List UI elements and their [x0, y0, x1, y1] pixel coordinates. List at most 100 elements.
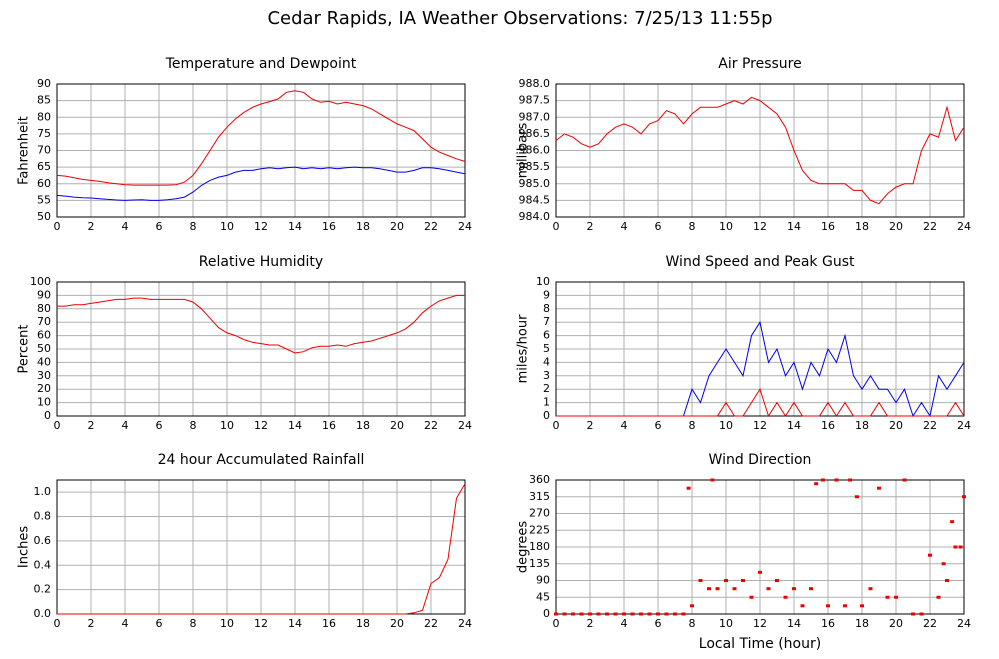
data-point: [707, 587, 711, 591]
data-point: [562, 612, 567, 616]
y-tick-label: 80: [37, 110, 51, 123]
x-tick-label: 8: [689, 220, 696, 233]
data-point: [741, 579, 745, 582]
x-tick-label: 4: [621, 220, 628, 233]
x-tick-label: 18: [855, 617, 869, 630]
y-tick-label: 50: [37, 210, 51, 223]
y-tick-label: 988.0: [519, 77, 551, 90]
plot-frame: [56, 83, 466, 218]
data-point: [814, 482, 819, 486]
x-tick-label: 4: [621, 419, 628, 432]
y-tick-label: 0: [543, 409, 550, 422]
x-tick-label: 10: [220, 220, 234, 233]
data-point: [690, 604, 694, 608]
y-tick-label: 984.5: [519, 193, 551, 206]
x-tick-label: 16: [821, 617, 835, 630]
x-tick-label: 24: [957, 220, 971, 233]
data-line: [56, 90, 466, 186]
y-tick-label: 80: [37, 302, 51, 315]
x-tick-label: 24: [957, 617, 971, 630]
data-point: [826, 604, 830, 608]
x-tick-label: 2: [587, 617, 594, 630]
x-tick-label: 8: [190, 220, 197, 233]
y-tick-label: 85: [37, 94, 51, 107]
y-tick-label: 10: [536, 275, 550, 288]
data-point: [656, 612, 660, 616]
y-tick-label: 985.0: [519, 177, 551, 190]
x-tick-label: 20: [390, 419, 404, 432]
x-tick-label: 6: [156, 617, 163, 630]
x-tick-label: 16: [322, 617, 336, 630]
data-point: [950, 520, 955, 524]
chart-title: Wind Speed and Peak Gust: [666, 254, 855, 270]
y-tick-label: 8: [543, 302, 550, 315]
data-point: [854, 495, 859, 499]
y-axis-label: miles/hour: [516, 314, 531, 383]
x-tick-label: 12: [254, 617, 268, 630]
x-tick-label: 4: [621, 617, 628, 630]
x-tick-label: 2: [88, 220, 95, 233]
y-axis-label: Percent: [17, 325, 32, 374]
data-point: [647, 612, 652, 616]
y-axis-label: Inches: [17, 526, 32, 568]
x-tick-label: 20: [390, 617, 404, 630]
x-tick-label: 22: [424, 617, 438, 630]
data-point: [766, 587, 771, 591]
x-tick-label: 6: [655, 419, 662, 432]
data-point: [843, 604, 847, 608]
chart-title: Air Pressure: [718, 56, 801, 72]
x-tick-label: 12: [254, 220, 268, 233]
x-tick-label: 2: [587, 419, 594, 432]
x-tick-label: 24: [458, 220, 472, 233]
x-tick-label: 2: [587, 220, 594, 233]
y-tick-label: 180: [529, 540, 550, 553]
x-tick-label: 18: [855, 419, 869, 432]
x-tick-label: 22: [923, 220, 937, 233]
data-point: [848, 478, 853, 482]
y-tick-label: 315: [529, 490, 550, 503]
chart-title: Temperature and Dewpoint: [165, 56, 357, 72]
y-tick-label: 0.4: [34, 558, 52, 571]
x-tick-label: 10: [719, 617, 733, 630]
y-tick-label: 135: [529, 557, 550, 570]
x-tick-label: 12: [753, 617, 767, 630]
data-point: [885, 595, 890, 599]
y-tick-label: 65: [37, 160, 51, 173]
y-axis-label: degrees: [516, 521, 531, 574]
data-point: [945, 579, 949, 582]
chart-title: Relative Humidity: [199, 254, 323, 270]
y-tick-label: 50: [37, 342, 51, 355]
data-line: [57, 483, 466, 615]
y-tick-label: 984.0: [519, 210, 551, 223]
x-tick-label: 16: [322, 220, 336, 233]
y-tick-label: 30: [37, 369, 51, 382]
x-tick-label: 8: [689, 617, 696, 630]
data-point: [579, 612, 584, 616]
x-tick-label: 0: [54, 617, 61, 630]
y-tick-label: 90: [37, 77, 51, 90]
x-tick-label: 20: [889, 419, 903, 432]
y-tick-label: 75: [37, 127, 51, 140]
x-tick-label: 8: [190, 617, 197, 630]
y-tick-label: 0: [44, 409, 51, 422]
x-tick-label: 10: [220, 419, 234, 432]
x-tick-label: 8: [689, 419, 696, 432]
x-tick-label: 24: [957, 419, 971, 432]
x-tick-label: 10: [220, 617, 234, 630]
y-tick-label: 986.5: [519, 127, 551, 140]
x-tick-label: 0: [553, 220, 560, 233]
data-point: [605, 612, 609, 616]
y-tick-label: 90: [37, 288, 51, 301]
x-tick-label: 20: [889, 220, 903, 233]
x-tick-label: 6: [156, 419, 163, 432]
y-tick-label: 987.0: [519, 110, 551, 123]
x-tick-label: 18: [356, 220, 370, 233]
data-point: [749, 595, 754, 599]
y-tick-label: 10: [37, 396, 51, 409]
plot-frame: [56, 281, 466, 417]
y-tick-label: 225: [529, 523, 550, 536]
y-axis-label: Fahrenheit: [17, 116, 32, 185]
data-point: [868, 587, 873, 591]
y-tick-label: 4: [543, 355, 550, 368]
y-tick-label: 60: [37, 177, 51, 190]
